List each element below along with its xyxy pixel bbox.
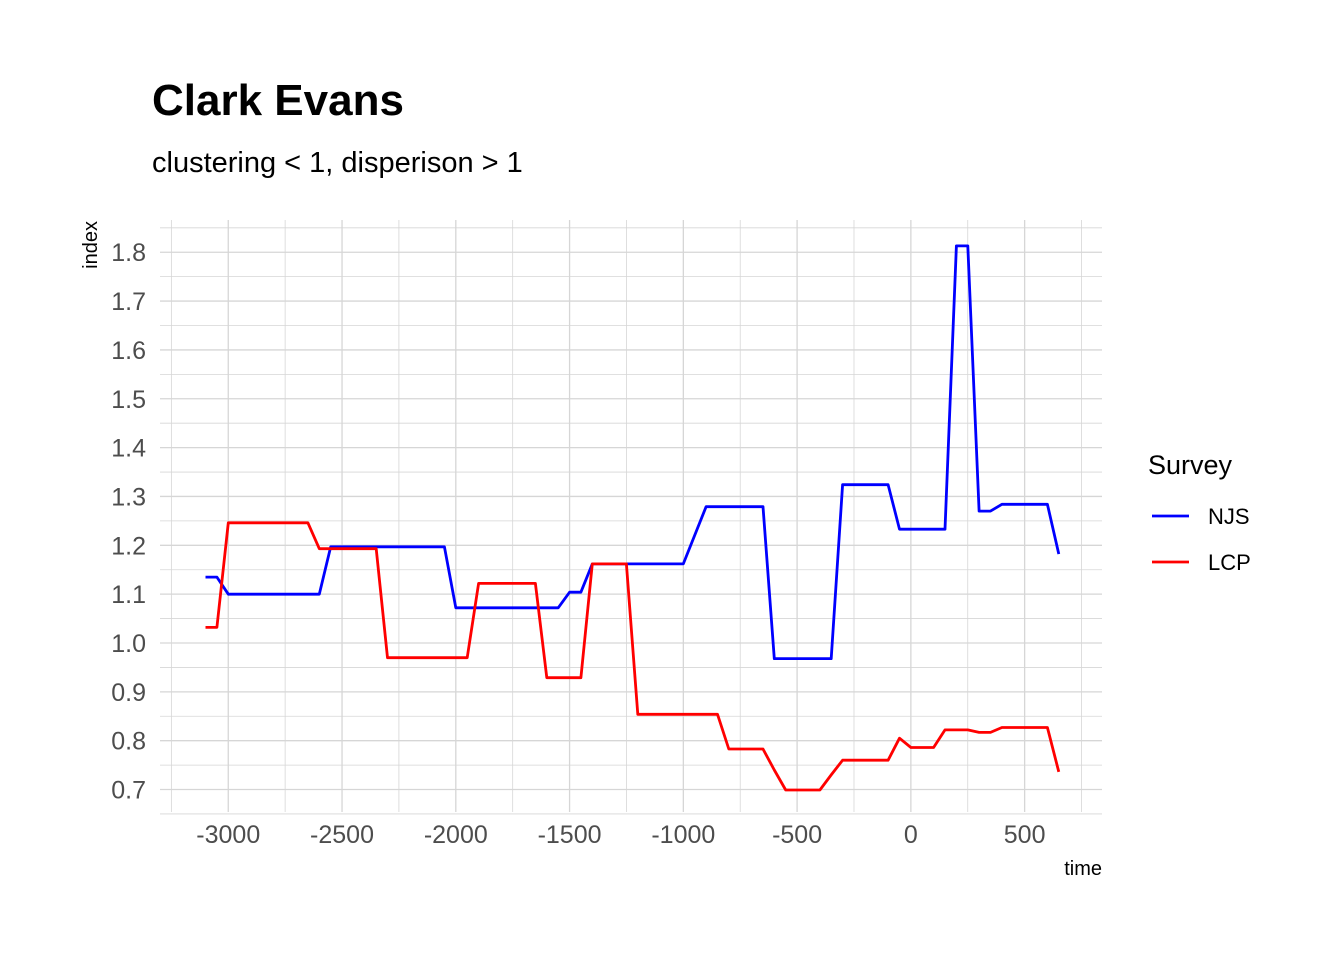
y-axis-title: index xyxy=(80,221,102,269)
y-tick-label: 1.0 xyxy=(111,630,146,658)
plot-grid xyxy=(160,220,1102,815)
x-tick-label: -1000 xyxy=(651,821,715,849)
series-lines xyxy=(205,244,1061,792)
chart-subtitle: clustering < 1, disperison > 1 xyxy=(152,147,523,179)
y-tick-label: 1.1 xyxy=(111,581,146,609)
x-tick-label: -1500 xyxy=(538,821,602,849)
x-tick-label: -500 xyxy=(772,821,822,849)
legend-title: Survey xyxy=(1148,450,1233,480)
x-tick-label: 0 xyxy=(904,821,918,849)
x-axis-ticks: -3000 -2500 -2000 -1500 -1000 -500 0 500 xyxy=(196,821,1045,849)
y-tick-label: 1.5 xyxy=(111,386,146,414)
y-axis-ticks: 0.7 0.8 0.9 1.0 1.1 1.2 1.3 1.4 1.5 1.6 1.7 1.8 xyxy=(111,239,146,804)
x-tick-label: -2000 xyxy=(424,821,488,849)
chart-title: Clark Evans xyxy=(152,76,404,125)
legend-label-njs: NJS xyxy=(1208,504,1250,529)
x-tick-label: -3000 xyxy=(196,821,260,849)
x-tick-label: -2500 xyxy=(310,821,374,849)
series-line-lcp xyxy=(205,521,1061,792)
y-tick-label: 0.8 xyxy=(111,728,146,756)
series-line-njs xyxy=(205,244,1061,660)
y-tick-label: 1.4 xyxy=(111,435,146,463)
legend-label-lcp: LCP xyxy=(1208,550,1251,575)
y-tick-label: 1.3 xyxy=(111,483,146,511)
y-tick-label: 0.7 xyxy=(111,777,146,805)
y-tick-label: 0.9 xyxy=(111,679,146,707)
y-tick-label: 1.7 xyxy=(111,288,146,316)
y-tick-label: 1.6 xyxy=(111,337,146,365)
x-axis-title: time xyxy=(1064,858,1102,880)
x-tick-label: 500 xyxy=(1004,821,1046,849)
y-tick-label: 1.8 xyxy=(111,239,146,267)
y-tick-label: 1.2 xyxy=(111,532,146,560)
legend: Survey NJS LCP xyxy=(1148,450,1251,575)
